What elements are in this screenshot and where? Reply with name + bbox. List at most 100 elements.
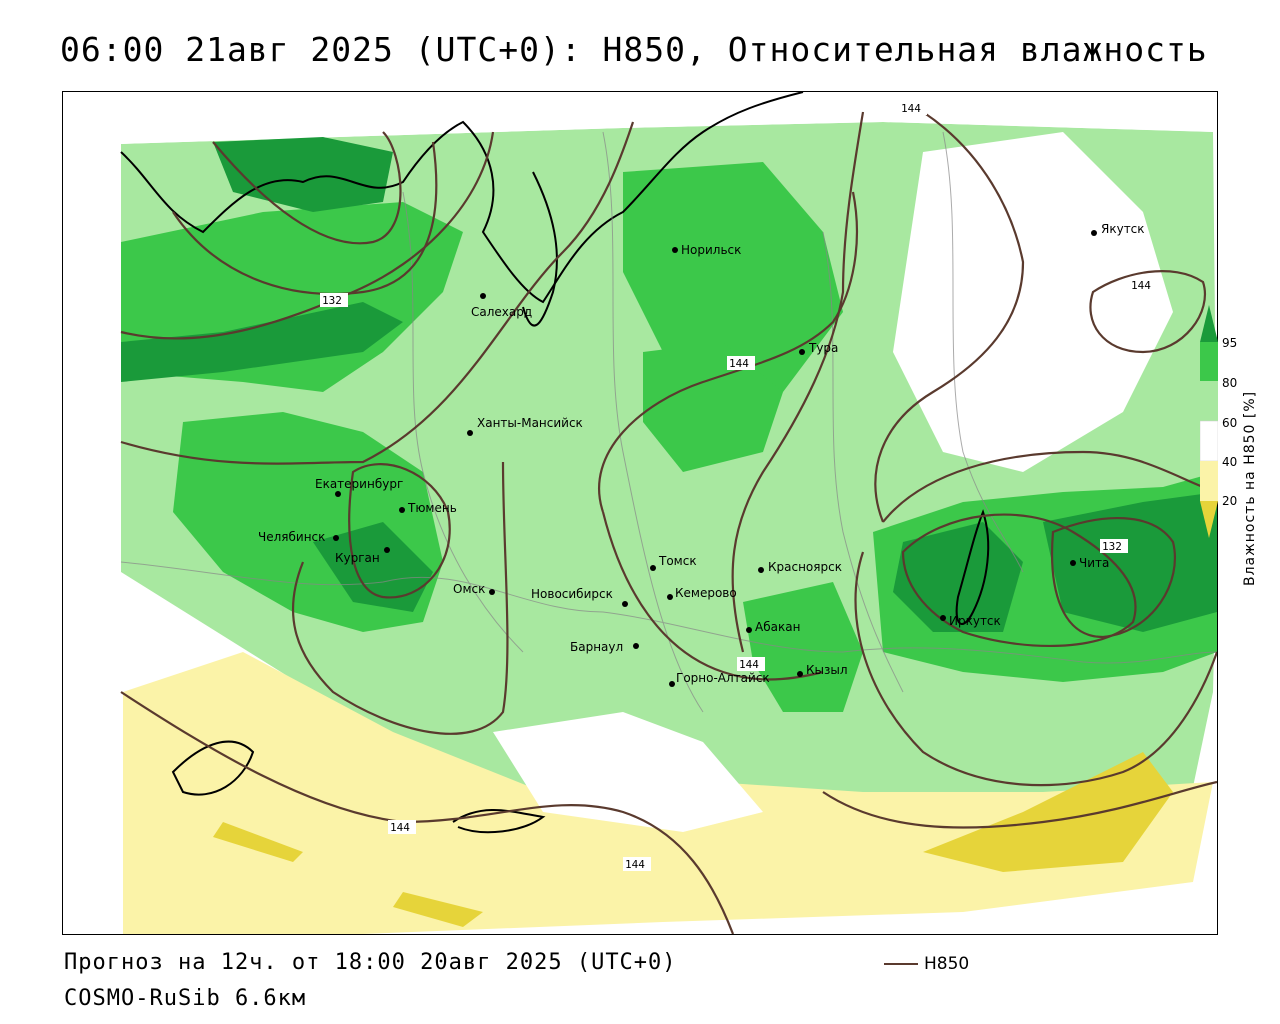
very-humid-core-kurgan xyxy=(313,522,433,612)
svg-text:Тура: Тура xyxy=(808,341,838,355)
svg-text:Кызыл: Кызыл xyxy=(806,663,848,677)
svg-text:144: 144 xyxy=(625,858,645,871)
very-dry-patch-south xyxy=(393,892,483,927)
very-dry-patch-east xyxy=(923,752,1173,872)
contour-label: 144 xyxy=(727,356,755,370)
city-chita: Чита xyxy=(1070,556,1109,570)
contour-line xyxy=(601,511,824,681)
city-irkutsk: Иркутск xyxy=(940,614,1001,628)
svg-text:Екатеринбург: Екатеринбург xyxy=(315,477,403,491)
coastline-yamal xyxy=(522,171,558,327)
coastline-north xyxy=(120,92,804,304)
admin-borders xyxy=(120,131,1217,713)
contour-line xyxy=(120,131,495,340)
svg-text:Томск: Томск xyxy=(658,554,697,568)
border-line xyxy=(822,231,904,693)
svg-text:144: 144 xyxy=(901,102,921,115)
svg-text:Челябинск: Челябинск xyxy=(258,530,325,544)
city-tura: Тура xyxy=(799,341,838,355)
colorbar-tick: 95 xyxy=(1222,336,1238,350)
forecast-info: Прогноз на 12ч. от 18:00 20авг 2025 (UTC… xyxy=(64,950,677,975)
svg-text:Кемерово: Кемерово xyxy=(675,586,737,600)
svg-text:Ханты-Мансийск: Ханты-Мансийск xyxy=(477,416,583,430)
contour-labels: 144 132 144 144 144 132 144 144 xyxy=(320,101,1157,871)
humidity-map: 144 132 144 144 144 132 144 144 Якутск Н… xyxy=(63,92,1217,934)
contour-line xyxy=(1051,517,1176,639)
svg-text:Тюмень: Тюмень xyxy=(407,501,457,515)
cities: Якутск Норильск Салехард Тура Ханты-Манс… xyxy=(258,222,1145,687)
colorbar-tick: 60 xyxy=(1222,416,1238,430)
contour-line xyxy=(348,463,451,599)
humidity-colorbar xyxy=(1199,305,1219,540)
city-yekaterinburg: Екатеринбург xyxy=(315,477,403,497)
contour-legend-label: H850 xyxy=(924,954,970,974)
svg-text:Иркутск: Иркутск xyxy=(949,614,1001,628)
city-gorno-altaysk: Горно-Алтайск xyxy=(669,671,770,687)
contour-label: 132 xyxy=(320,293,348,307)
svg-text:132: 132 xyxy=(1102,540,1122,553)
svg-text:Омск: Омск xyxy=(453,582,485,596)
humid-patch-tunguska xyxy=(643,342,783,472)
very-humid-core-northwest xyxy=(213,137,393,212)
contour-line xyxy=(874,111,1025,523)
colorbar-title: Влажность на H850 [%] xyxy=(1242,390,1258,586)
svg-text:Чита: Чита xyxy=(1079,556,1109,570)
city-tomsk: Томск xyxy=(650,554,697,571)
humidity-field xyxy=(63,92,1217,934)
city-kyzyl: Кызыл xyxy=(797,663,848,677)
city-kemerovo: Кемерово xyxy=(667,586,737,600)
contour-legend: H850 xyxy=(884,954,969,974)
border-line xyxy=(402,191,524,653)
city-salekhard: Салехард xyxy=(471,293,532,319)
contour-line xyxy=(731,111,865,653)
svg-text:Салехард: Салехард xyxy=(471,305,532,319)
colorbar-tick: 20 xyxy=(1222,494,1238,508)
coastline-baikal xyxy=(955,509,990,625)
svg-text:Якутск: Якутск xyxy=(1101,222,1145,236)
contour-line xyxy=(212,131,402,245)
contour-line xyxy=(854,551,1217,787)
svg-text:144: 144 xyxy=(390,821,410,834)
colorbar-tick: 40 xyxy=(1222,455,1238,469)
contour-line xyxy=(120,121,635,465)
svg-text:Абакан: Абакан xyxy=(755,620,800,634)
border-line xyxy=(942,131,1024,573)
city-novosibirsk: Новосибирск xyxy=(531,587,628,607)
svg-text:Новосибирск: Новосибирск xyxy=(531,587,613,601)
city-tyumen: Тюмень xyxy=(399,501,457,515)
city-khanty-mansiysk: Ханты-Мансийск xyxy=(467,416,583,436)
neutral-area-north xyxy=(63,92,1217,144)
contour-label: 144 xyxy=(388,820,416,834)
svg-text:132: 132 xyxy=(322,294,342,307)
city-kurgan: Курган xyxy=(335,547,390,565)
neutral-area-east xyxy=(893,132,1173,472)
city-abakan: Абакан xyxy=(746,620,800,634)
very-humid-core-chita xyxy=(1043,492,1217,632)
coastline-caspian xyxy=(171,740,255,796)
svg-text:144: 144 xyxy=(729,357,749,370)
h850-contours xyxy=(120,111,1217,934)
colorbar-tick: 80 xyxy=(1222,376,1238,390)
map-panel: 144 132 144 144 144 132 144 144 Якутск Н… xyxy=(62,91,1218,935)
city-yakutsk: Якутск xyxy=(1091,222,1145,236)
map-title: 06:00 21авг 2025 (UTC+0): H850, Относите… xyxy=(60,30,1208,69)
border-line xyxy=(120,561,1217,664)
neutral-area-west xyxy=(63,92,121,934)
neutral-area-south xyxy=(493,712,763,832)
model-name: COSMO-RuSib 6.6км xyxy=(64,986,307,1011)
contour-line xyxy=(882,450,1217,523)
contour-line xyxy=(822,780,1217,829)
contour-line xyxy=(597,191,859,513)
svg-text:144: 144 xyxy=(739,658,759,671)
city-chelyabinsk: Челябинск xyxy=(258,530,339,544)
contour-legend-line xyxy=(884,963,918,965)
city-norilsk: Норильск xyxy=(672,243,741,257)
very-dry-patch-west xyxy=(213,822,303,862)
city-omsk: Омск xyxy=(453,582,495,596)
svg-text:Горно-Алтайск: Горно-Алтайск xyxy=(676,671,770,685)
contour-label: 132 xyxy=(1100,539,1128,553)
svg-text:Курган: Курган xyxy=(335,551,380,565)
contour-label: 144 xyxy=(1129,278,1157,292)
coastlines xyxy=(120,92,990,834)
very-humid-streak-west xyxy=(121,302,403,382)
